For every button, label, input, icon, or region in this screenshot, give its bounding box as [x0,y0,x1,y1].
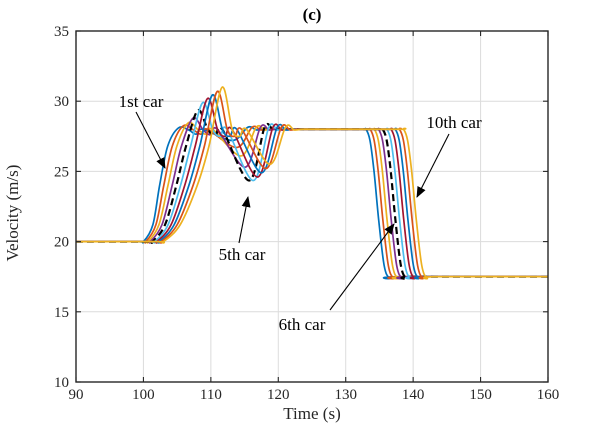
annotation-label-10th-car: 10th car [426,113,482,132]
y-tick-label-30: 30 [54,94,69,110]
annotation-arrow-10th-car [416,133,450,198]
plot-border [75,30,549,383]
annotation-label-5th-car: 5th car [219,245,266,264]
series-curve-6th-car [75,101,549,280]
annotation-arrow-6th-car [329,223,395,311]
series-curve-9th-car [75,90,549,280]
x-tick-label-110: 110 [200,387,222,403]
series-curve-7th-car [75,97,549,280]
series-curve-3rd-car [75,121,549,280]
series-curve-10th-car [75,86,549,280]
y-tick-label-20: 20 [54,235,69,251]
x-tick-label-130: 130 [334,387,357,403]
x-tick-label-150: 150 [469,387,492,403]
y-axis-label: Velocity (m/s) [3,165,22,262]
series-curve-2nd-car [75,124,549,280]
x-tick-label-140: 140 [402,387,425,403]
annotations: 1st car 5th car 6th car 10th car [119,92,482,334]
y-tick-label-15: 15 [54,305,69,321]
tick-labels: 90 100 110 120 130 140 150 160 10 15 20 25 30 35 [54,24,559,403]
grid-lines [76,31,548,382]
x-tick-label-100: 100 [132,387,155,403]
series-curve-5th-car [75,109,549,280]
x-tick-label-160: 160 [537,387,560,403]
x-tick-label-120: 120 [267,387,290,403]
chart-title: (c) [303,5,322,24]
annotation-label-1st-car: 1st car [119,92,164,111]
x-axis-label: Time (s) [283,404,340,423]
annotation-arrow-1st-car [135,111,166,169]
y-tick-label-25: 25 [54,164,69,180]
annotation-arrow-5th-car [238,196,251,244]
axes-frame [75,30,549,383]
y-tick-label-35: 35 [54,24,69,40]
series-curves [75,86,549,280]
annotation-label-6th-car: 6th car [279,315,326,334]
series-curve-4th-car [75,116,549,280]
series-curve-8th-car [75,94,549,280]
series-curve-1st-car [75,125,549,280]
x-tick-label-90: 90 [69,387,84,403]
y-tick-label-10: 10 [54,375,69,391]
